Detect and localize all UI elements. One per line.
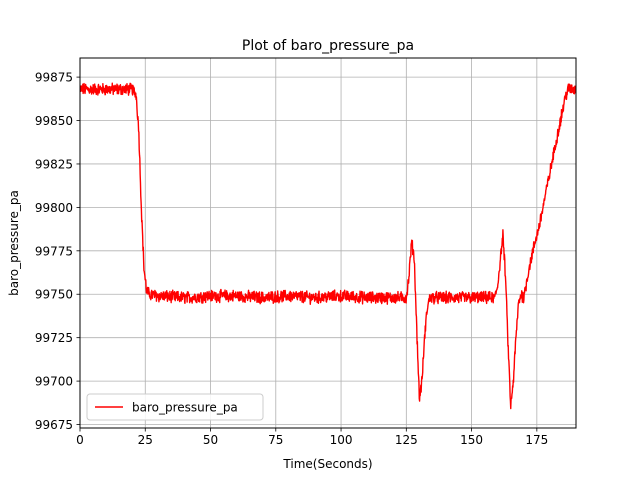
x-tick-label: 25 bbox=[138, 433, 153, 447]
chart-title: Plot of baro_pressure_pa bbox=[242, 38, 414, 54]
plot-area-frame bbox=[79, 57, 577, 429]
y-axis-label: baro_pressure_pa bbox=[7, 190, 21, 296]
legend-label: baro_pressure_pa bbox=[132, 401, 238, 415]
x-tick-label: 125 bbox=[395, 433, 418, 447]
x-tick-label: 100 bbox=[330, 433, 353, 447]
series-line-baro-pressure bbox=[80, 82, 576, 410]
y-tick-label: 99875 bbox=[35, 71, 73, 85]
x-tick-label: 75 bbox=[268, 433, 283, 447]
legend: baro_pressure_pa bbox=[86, 393, 264, 421]
y-tick-label: 99725 bbox=[35, 331, 73, 345]
x-tick-label: 175 bbox=[525, 433, 548, 447]
x-tick-label: 50 bbox=[203, 433, 218, 447]
y-tick-label: 99800 bbox=[35, 201, 73, 215]
legend-box bbox=[86, 393, 264, 421]
y-tick-label: 99825 bbox=[35, 157, 73, 171]
x-tick-label: 0 bbox=[76, 433, 84, 447]
x-tick-label: 150 bbox=[460, 433, 483, 447]
y-tick-label: 99750 bbox=[35, 288, 73, 302]
y-tick-label: 99850 bbox=[35, 114, 73, 128]
y-tick-label: 99675 bbox=[35, 418, 73, 432]
y-tick-label: 99700 bbox=[35, 375, 73, 389]
x-axis-label: Time(Seconds) bbox=[282, 457, 372, 471]
y-tick-label: 99775 bbox=[35, 244, 73, 258]
